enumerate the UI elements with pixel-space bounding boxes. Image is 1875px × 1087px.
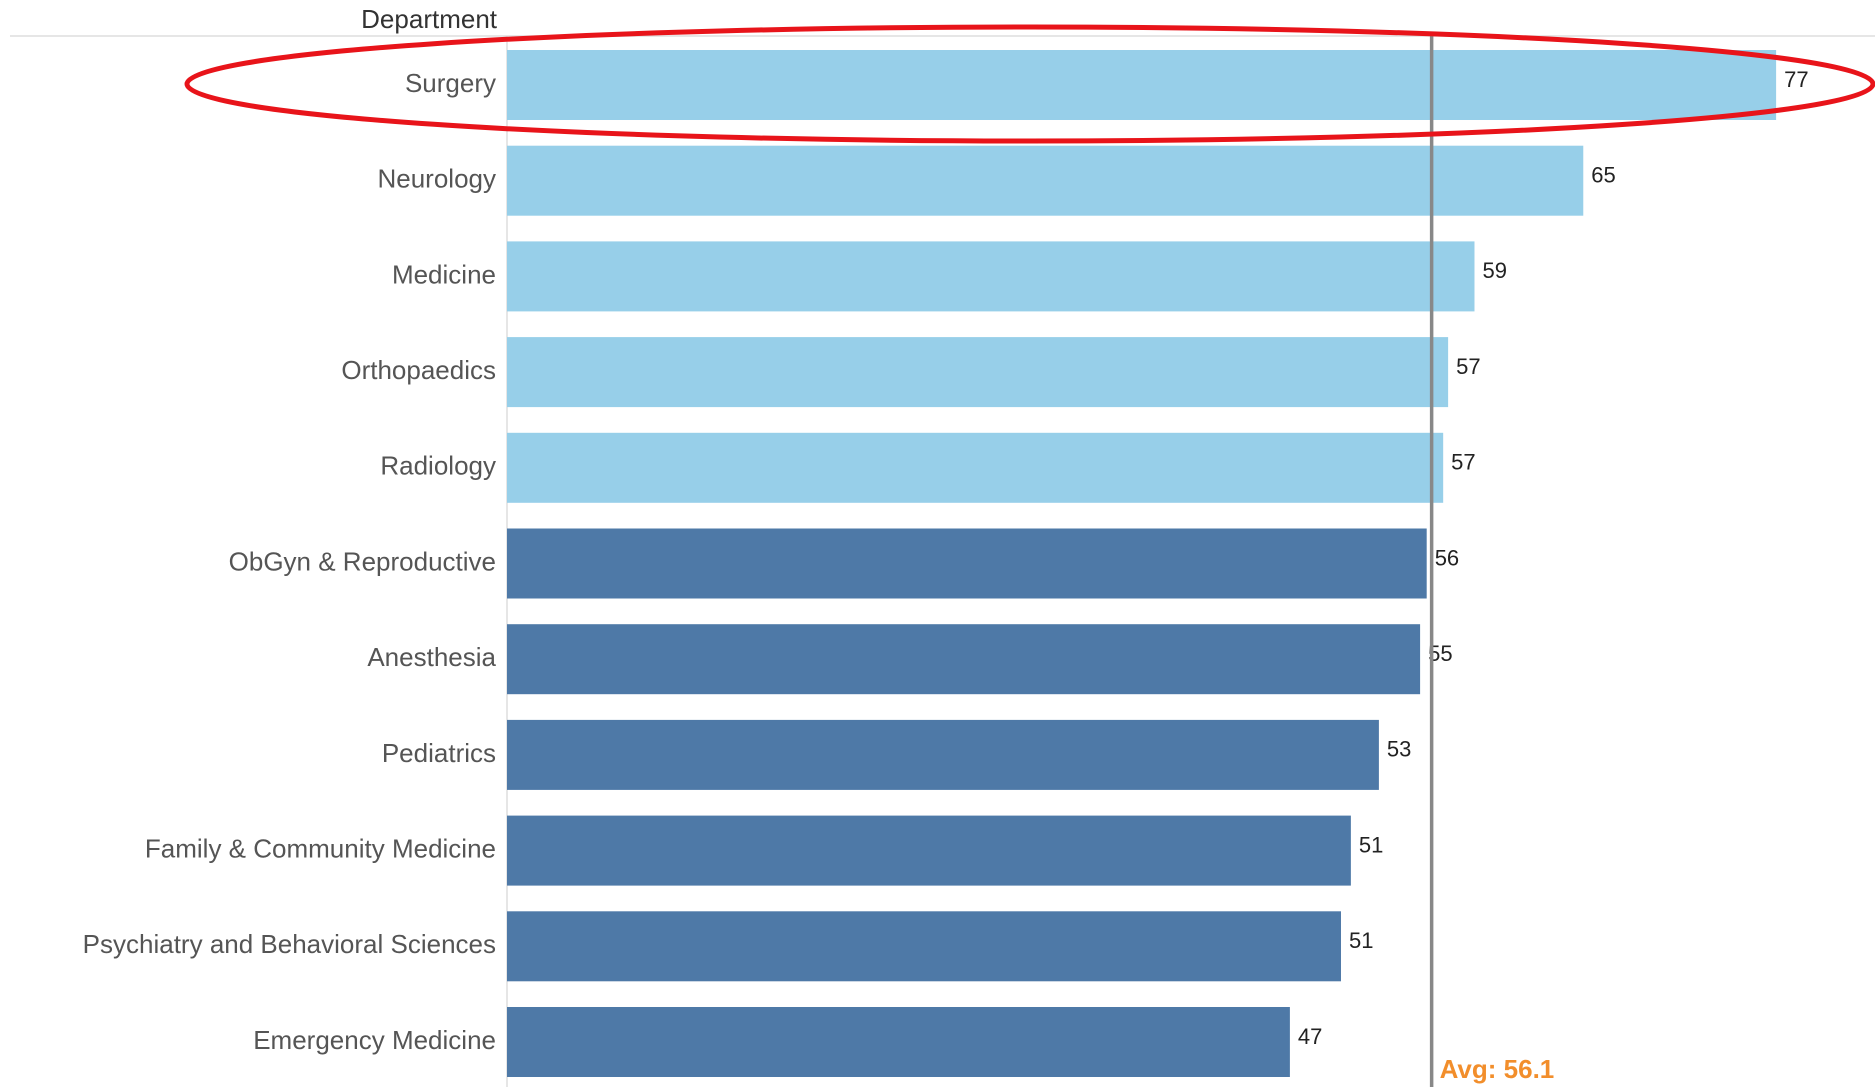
category-label: Surgery	[405, 68, 496, 98]
bar	[507, 911, 1341, 982]
value-label: 47	[1298, 1024, 1322, 1049]
bar	[507, 624, 1421, 695]
category-label: Psychiatry and Behavioral Sciences	[83, 929, 496, 959]
bar	[507, 241, 1475, 312]
category-label: Neurology	[377, 164, 496, 194]
value-label: 53	[1387, 737, 1411, 762]
category-label: Anesthesia	[367, 642, 496, 672]
highlight-ellipse	[184, 24, 1875, 144]
bar	[507, 432, 1444, 503]
bar	[507, 50, 1777, 120]
value-label: 57	[1451, 450, 1475, 475]
axis-header: Department	[361, 4, 498, 34]
category-label: Family & Community Medicine	[145, 833, 496, 863]
category-label: ObGyn & Reproductive	[229, 546, 496, 576]
value-label: 56	[1435, 545, 1459, 570]
reference-label: Avg: 56.1	[1440, 1054, 1555, 1084]
category-label: Pediatrics	[382, 738, 496, 768]
bar	[507, 719, 1379, 790]
category-label: Orthopaedics	[341, 355, 496, 385]
value-label: 51	[1349, 928, 1373, 953]
bar	[507, 528, 1427, 599]
category-label: Emergency Medicine	[253, 1025, 496, 1055]
value-label: 65	[1591, 163, 1615, 188]
bar	[507, 815, 1351, 886]
category-label: Medicine	[392, 259, 496, 289]
value-label: 59	[1482, 258, 1506, 283]
value-label: 77	[1784, 67, 1808, 92]
value-label: 57	[1456, 354, 1480, 379]
bar	[507, 337, 1449, 408]
category-label: Radiology	[380, 451, 496, 481]
bar	[507, 1007, 1290, 1077]
value-label: 51	[1359, 832, 1383, 857]
bar	[507, 145, 1584, 216]
